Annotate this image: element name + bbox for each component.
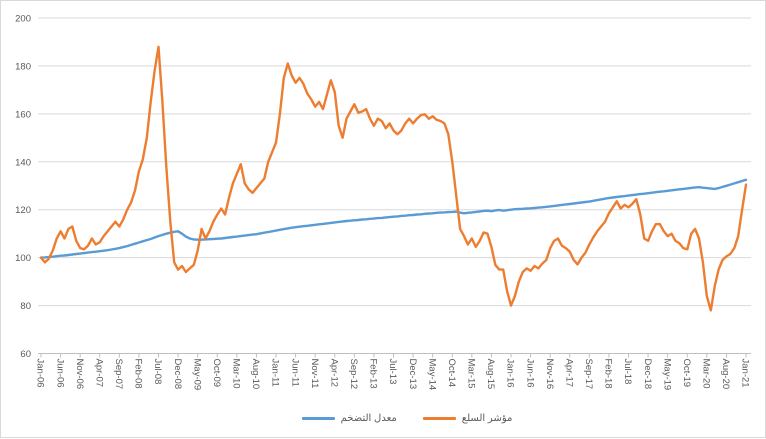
- x-axis-label: Mar-15: [466, 359, 477, 389]
- x-axis-label: Oct-09: [211, 359, 222, 388]
- legend: معدل التضخم مؤشر السلع: [1, 406, 766, 430]
- legend-label-commodity: مؤشر السلع: [461, 412, 513, 424]
- x-axis-label: May-09: [191, 359, 202, 391]
- x-axis-label: Dec-13: [407, 359, 418, 390]
- y-axis-label: 60: [20, 349, 31, 360]
- legend-item-commodity: مؤشر السلع: [422, 412, 513, 424]
- y-axis-label: 100: [15, 253, 31, 264]
- x-axis-label: Jan-06: [35, 359, 46, 388]
- legend-swatch-commodity: [422, 416, 456, 420]
- x-axis-label: Jul-13: [387, 359, 398, 385]
- x-axis-label: Sep-17: [583, 359, 594, 390]
- x-axis-label: Jul-18: [622, 359, 633, 385]
- x-axis-label: Sep-07: [113, 359, 124, 390]
- legend-label-inflation: معدل التضخم: [340, 412, 397, 424]
- x-axis-label: Nov-16: [544, 359, 555, 390]
- x-axis-label: Mar-10: [231, 359, 242, 389]
- y-axis-label: 200: [15, 14, 31, 25]
- y-axis-label: 160: [15, 109, 31, 120]
- x-axis-label: Jul-08: [152, 359, 163, 385]
- x-axis-label: Jan-16: [505, 359, 516, 388]
- x-axis-label: Apr-12: [328, 359, 339, 388]
- x-axis-label: Aug-10: [250, 359, 261, 390]
- y-axis-label: 80: [20, 301, 31, 312]
- x-axis-label: Nov-11: [309, 359, 320, 389]
- x-axis-label: Feb-18: [603, 359, 614, 389]
- x-axis-label: Mar-20: [701, 359, 712, 389]
- x-axis-label: Dec-08: [172, 359, 183, 390]
- y-axis-label: 140: [15, 157, 31, 168]
- x-axis-label: Sep-12: [348, 359, 359, 390]
- x-axis-label: Nov-06: [74, 359, 85, 390]
- y-axis-label: 120: [15, 205, 31, 216]
- x-axis-label: Apr-07: [93, 359, 104, 388]
- x-axis-label: May-14: [426, 359, 437, 391]
- x-axis-label: Aug-15: [485, 359, 496, 390]
- x-axis-label: Jun-16: [524, 359, 535, 388]
- x-axis-label: Jan-11: [270, 359, 281, 387]
- x-axis-label: Feb-13: [368, 359, 379, 389]
- x-axis-label: Aug-20: [720, 359, 731, 390]
- x-axis-label: May-19: [661, 359, 672, 391]
- series-inflation-line: [39, 178, 748, 259]
- legend-swatch-inflation: [301, 416, 335, 420]
- x-axis-label: Feb-08: [133, 359, 144, 389]
- x-axis-label: Jun-11: [289, 359, 300, 387]
- legend-item-inflation: معدل التضخم: [301, 412, 397, 424]
- x-axis-label: Jan-21: [740, 359, 751, 388]
- x-axis-label: Jun-06: [54, 359, 65, 388]
- x-axis-label: Oct-14: [446, 359, 457, 388]
- x-axis-label: Dec-18: [642, 359, 653, 390]
- x-axis-label: Oct-19: [681, 359, 692, 388]
- x-axis-label: Apr-17: [563, 359, 574, 388]
- series-commodity-line: [39, 45, 748, 312]
- y-axis-label: 180: [15, 61, 31, 72]
